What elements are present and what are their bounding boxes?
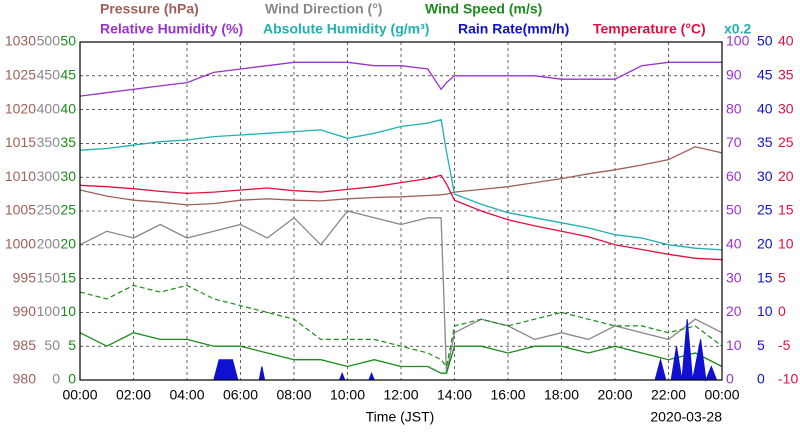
- y-tick-label: 20: [757, 236, 773, 252]
- y-tick-label: 70: [726, 134, 742, 150]
- x-tick-label: 22:00: [651, 387, 686, 403]
- y-tick-label: 10: [60, 303, 76, 319]
- x-tick-label: 10:00: [330, 387, 365, 403]
- y-tick-label: 60: [726, 168, 742, 184]
- y-tick-label: 25: [757, 202, 773, 218]
- y-tick-label: 15: [757, 269, 773, 285]
- y-tick-label: 985: [13, 337, 37, 353]
- scale-label: x0.2: [724, 21, 751, 37]
- series-line: [79, 210, 723, 374]
- y-tick-label: 50: [726, 202, 742, 218]
- y-tick-label: 30: [778, 100, 794, 116]
- y-tick-label: 5: [778, 269, 786, 285]
- series-line: [79, 332, 723, 374]
- x-tick-label: 08:00: [276, 387, 311, 403]
- y-tick-label: 35: [60, 134, 76, 150]
- y-tick-label: 40: [757, 100, 773, 116]
- y-tick-label: 20: [60, 236, 76, 252]
- y-tick-label: 40: [60, 100, 76, 116]
- y-tick-label: 300: [37, 168, 61, 184]
- y-tick-label: 1015: [5, 134, 36, 150]
- series-line: [79, 118, 723, 251]
- y-tick-label: 995: [13, 269, 37, 285]
- y-tick-label: 400: [37, 100, 61, 116]
- y-tick-label: 350: [37, 134, 61, 150]
- y-tick-label: 30: [60, 168, 76, 184]
- x-tick-label: 00:00: [704, 387, 739, 403]
- y-tick-label: 35: [757, 134, 773, 150]
- legend-entry: Rain Rate(mm/h): [458, 21, 569, 37]
- legend-entry: Wind Speed (m/s): [425, 1, 542, 17]
- x-tick-label: 06:00: [223, 387, 258, 403]
- x-tick-label: 16:00: [490, 387, 525, 403]
- x-tick-label: 02:00: [116, 387, 151, 403]
- gust-line: [79, 284, 723, 368]
- y-tick-label: 1010: [5, 168, 36, 184]
- y-tick-label: 30: [726, 269, 742, 285]
- y-tick-label: 40: [726, 236, 742, 252]
- y-tick-label: 450: [37, 67, 61, 83]
- y-tick-label: 1025: [5, 67, 36, 83]
- y-tick-label: 20: [778, 168, 794, 184]
- y-tick-label: -5: [778, 337, 791, 353]
- y-tick-label: 25: [778, 134, 794, 150]
- y-tick-label: 1005: [5, 202, 36, 218]
- y-tick-label: 200: [37, 236, 61, 252]
- y-tick-label: 15: [778, 202, 794, 218]
- y-tick-label: 990: [13, 303, 37, 319]
- y-tick-label: 35: [778, 67, 794, 83]
- y-tick-label: 1030: [5, 33, 36, 49]
- y-tick-label: 1020: [5, 100, 36, 116]
- y-tick-label: 10: [757, 303, 773, 319]
- y-tick-label: 20: [726, 303, 742, 319]
- y-tick-label: 10: [726, 337, 742, 353]
- x-tick-label: 12:00: [383, 387, 418, 403]
- plot-frame: [79, 41, 723, 381]
- y-tick-label: 0: [726, 371, 734, 387]
- y-tick-label: 500: [37, 33, 61, 49]
- y-tick-label: 150: [37, 269, 61, 285]
- series-line: [79, 146, 723, 206]
- legend-entry: Pressure (hPa): [100, 1, 199, 17]
- y-tick-label: 0: [778, 303, 786, 319]
- x-axis-label: Time (JST): [366, 409, 435, 425]
- y-tick-label: 50: [60, 33, 76, 49]
- y-tick-label: 15: [60, 269, 76, 285]
- y-tick-label: -10: [778, 371, 798, 387]
- y-tick-label: 80: [726, 100, 742, 116]
- y-tick-label: 0: [68, 371, 76, 387]
- y-tick-label: 45: [757, 67, 773, 83]
- legend-entry: Temperature (°C): [593, 21, 706, 37]
- series-line: [79, 174, 723, 261]
- x-tick-label: 20:00: [597, 387, 632, 403]
- y-tick-label: 25: [60, 202, 76, 218]
- y-tick-label: 5: [757, 337, 765, 353]
- y-tick-label: 5: [68, 337, 76, 353]
- y-tick-label: 50: [757, 33, 773, 49]
- y-tick-label: 40: [778, 33, 794, 49]
- legend-entry: Wind Direction (°): [265, 1, 382, 17]
- x-tick-label: 04:00: [169, 387, 204, 403]
- rain-area: [213, 319, 718, 382]
- y-tick-label: 90: [726, 67, 742, 83]
- y-tick-label: 50: [44, 337, 60, 353]
- y-tick-label: 30: [757, 168, 773, 184]
- y-tick-label: 1000: [5, 236, 36, 252]
- series-line: [79, 61, 722, 97]
- y-tick-label: 0: [757, 371, 765, 387]
- y-tick-label: 250: [37, 202, 61, 218]
- y-tick-label: 100: [37, 303, 61, 319]
- x-tick-label: 00:00: [62, 387, 97, 403]
- legend-entry: Absolute Humidity (g/m³): [263, 21, 429, 37]
- y-tick-label: 0: [52, 371, 60, 387]
- y-tick-label: 45: [60, 67, 76, 83]
- x-tick-label: 14:00: [437, 387, 472, 403]
- y-tick-label: 980: [13, 371, 37, 387]
- y-tick-label: 100: [726, 33, 750, 49]
- legend-entry: Relative Humidity (%): [100, 21, 243, 37]
- y-tick-label: 10: [778, 236, 794, 252]
- date-label: 2020-03-28: [650, 409, 722, 425]
- x-tick-label: 18:00: [544, 387, 579, 403]
